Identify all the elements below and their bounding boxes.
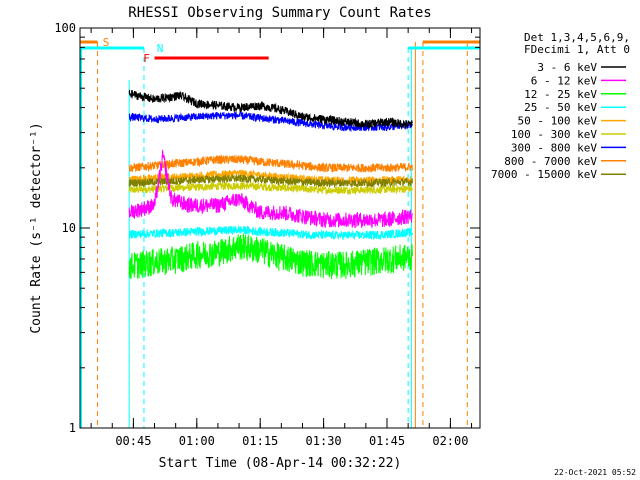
series-trace	[128, 111, 413, 133]
legend-label: 300 - 800 keV	[511, 141, 597, 154]
x-tick-label: 02:00	[432, 434, 468, 448]
series-trace	[128, 181, 413, 196]
flag-s-label: S	[103, 36, 110, 49]
y-tick-label: 10	[62, 221, 76, 235]
y-tick-label: 1	[69, 421, 76, 435]
x-tick-label: 01:15	[242, 434, 278, 448]
series-trace	[128, 89, 413, 130]
timestamp: 22-Oct-2021 05:52	[554, 468, 636, 477]
y-tick-label: 100	[54, 21, 76, 35]
x-tick-label: 01:30	[306, 434, 342, 448]
legend-label: 800 - 7000 keV	[504, 155, 597, 168]
series-trace	[128, 149, 413, 229]
flag-f-label: F	[143, 52, 150, 65]
plot-frame	[79, 27, 481, 429]
legend-header-line-2: FDecimi 1, Att 0	[524, 43, 630, 56]
legend-label: 25 - 50 keV	[524, 101, 597, 114]
x-tick-label: 00:45	[115, 434, 151, 448]
x-axis-label: Start Time (08-Apr-14 00:32:22)	[159, 456, 402, 471]
series-trace	[128, 154, 413, 173]
legend-label: 3 - 6 keV	[537, 61, 597, 74]
legend-header-line-1: Det 1,3,4,5,6,9,	[524, 31, 630, 44]
legend-label: 100 - 300 keV	[511, 128, 597, 141]
series-trace	[128, 224, 413, 241]
series-layer	[128, 89, 413, 280]
x-tick-label: 01:45	[369, 434, 405, 448]
legend-label: 50 - 100 keV	[518, 115, 598, 128]
legend-label: 6 - 12 keV	[531, 74, 598, 87]
legend-label: 7000 - 15000 keV	[491, 168, 597, 181]
flag-n-label: N	[157, 42, 164, 55]
x-tick-label: 01:00	[179, 434, 215, 448]
y-axis-label: Count Rate (s⁻¹ detector⁻¹)	[29, 122, 44, 333]
flag-layer: S NF	[80, 36, 480, 428]
series-trace	[128, 233, 413, 280]
legend-label: 12 - 25 keV	[524, 88, 597, 101]
axis-layer: 1 10 100 00:45 01:00 01:15 01:30 01:45 02:00	[54, 21, 480, 448]
chart-title: RHESSI Observing Summary Count Rates	[128, 5, 431, 21]
series-trace	[128, 173, 413, 189]
